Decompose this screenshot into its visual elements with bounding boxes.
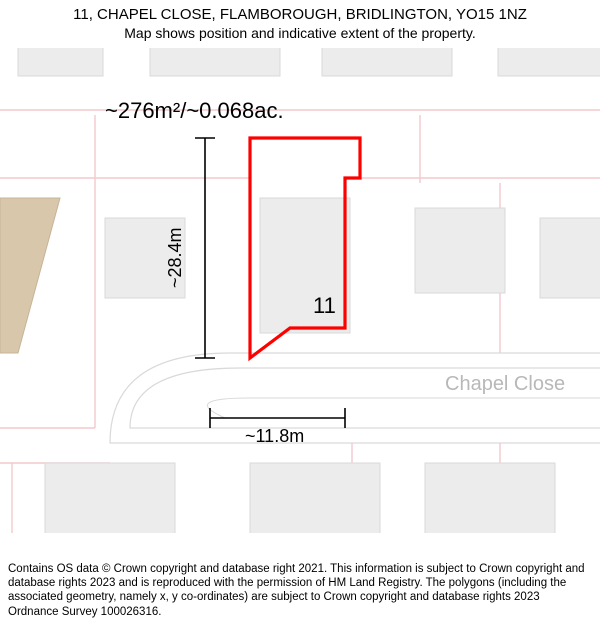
header: 11, CHAPEL CLOSE, FLAMBOROUGH, BRIDLINGT…: [0, 0, 600, 42]
plot-number-label: 11: [313, 293, 336, 319]
page-subtitle: Map shows position and indicative extent…: [0, 25, 600, 43]
attribution-text: Contains OS data © Crown copyright and d…: [8, 562, 592, 620]
map-canvas: ~276m²/~0.068ac. 11 ~11.8m ~28.4m Chapel…: [0, 48, 600, 533]
map-svg: [0, 48, 600, 533]
road-name-label: Chapel Close: [445, 373, 565, 396]
height-label: ~28.4m: [165, 227, 186, 288]
page-title: 11, CHAPEL CLOSE, FLAMBOROUGH, BRIDLINGT…: [0, 6, 600, 25]
area-label: ~276m²/~0.068ac.: [105, 98, 284, 124]
width-label: ~11.8m: [245, 426, 304, 447]
